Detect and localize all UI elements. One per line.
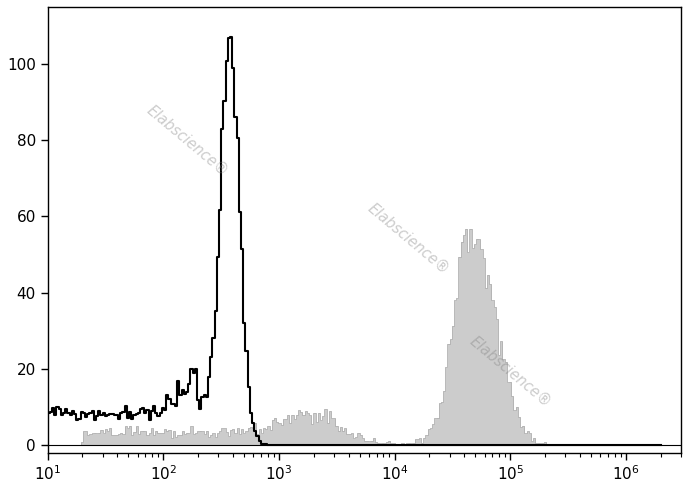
Text: Elabscience®: Elabscience® <box>466 334 554 411</box>
Text: Elabscience®: Elabscience® <box>365 200 452 277</box>
Text: Elabscience®: Elabscience® <box>143 102 230 179</box>
